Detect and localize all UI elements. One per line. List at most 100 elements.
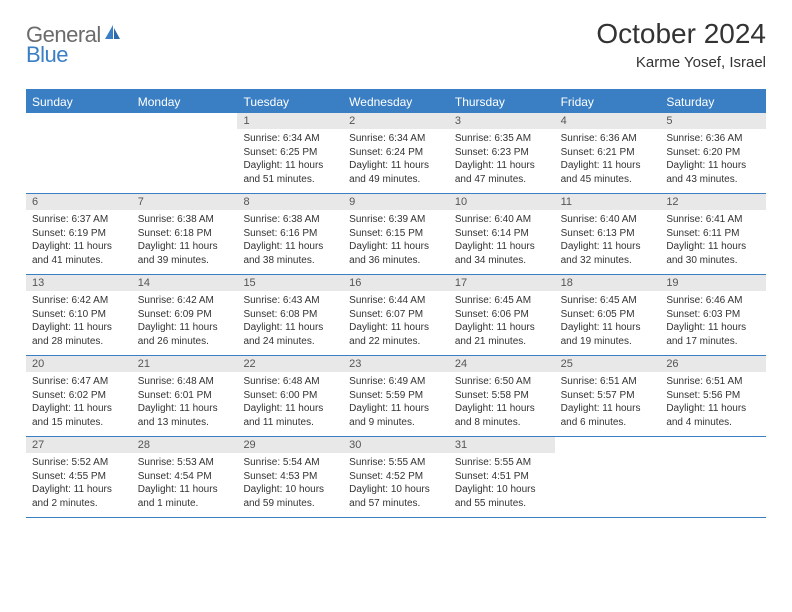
day-details: Sunrise: 6:42 AMSunset: 6:10 PMDaylight:… <box>26 291 132 354</box>
day-number: 22 <box>237 356 343 372</box>
sunset-text: Sunset: 6:18 PM <box>138 227 232 241</box>
day-number: 2 <box>343 113 449 129</box>
day-number: 18 <box>555 275 661 291</box>
sunset-text: Sunset: 6:09 PM <box>138 308 232 322</box>
empty-day-cell <box>555 437 661 517</box>
location-label: Karme Yosef, Israel <box>596 54 766 71</box>
day-number: 27 <box>26 437 132 453</box>
sunset-text: Sunset: 4:54 PM <box>138 470 232 484</box>
daylight-text: Daylight: 11 hours and 9 minutes. <box>349 402 443 429</box>
sail-icon <box>103 23 123 48</box>
sunset-text: Sunset: 6:19 PM <box>32 227 126 241</box>
day-number: 15 <box>237 275 343 291</box>
day-cell: 19Sunrise: 6:46 AMSunset: 6:03 PMDayligh… <box>660 275 766 355</box>
daylight-text: Daylight: 11 hours and 43 minutes. <box>666 159 760 186</box>
sunset-text: Sunset: 6:06 PM <box>455 308 549 322</box>
sunrise-text: Sunrise: 6:40 AM <box>561 213 655 227</box>
day-cell: 30Sunrise: 5:55 AMSunset: 4:52 PMDayligh… <box>343 437 449 517</box>
week-row: 1Sunrise: 6:34 AMSunset: 6:25 PMDaylight… <box>26 113 766 194</box>
sunrise-text: Sunrise: 6:35 AM <box>455 132 549 146</box>
day-details <box>555 453 661 462</box>
sunrise-text: Sunrise: 6:40 AM <box>455 213 549 227</box>
daylight-text: Daylight: 11 hours and 34 minutes. <box>455 240 549 267</box>
month-title: October 2024 <box>596 18 766 50</box>
sunset-text: Sunset: 5:58 PM <box>455 389 549 403</box>
sunrise-text: Sunrise: 6:43 AM <box>243 294 337 308</box>
day-cell: 31Sunrise: 5:55 AMSunset: 4:51 PMDayligh… <box>449 437 555 517</box>
sunset-text: Sunset: 6:11 PM <box>666 227 760 241</box>
sunset-text: Sunset: 6:21 PM <box>561 146 655 160</box>
day-details: Sunrise: 6:40 AMSunset: 6:14 PMDaylight:… <box>449 210 555 273</box>
page-header: General October 2024 Karme Yosef, Israel <box>26 18 766 71</box>
day-number: 21 <box>132 356 238 372</box>
day-number: 16 <box>343 275 449 291</box>
day-details <box>132 129 238 138</box>
weekday-label: Monday <box>132 91 238 113</box>
sunset-text: Sunset: 6:10 PM <box>32 308 126 322</box>
title-block: October 2024 Karme Yosef, Israel <box>596 18 766 71</box>
daylight-text: Daylight: 11 hours and 22 minutes. <box>349 321 443 348</box>
daylight-text: Daylight: 10 hours and 55 minutes. <box>455 483 549 510</box>
logo-text-blue-wrap: Blue <box>28 42 68 68</box>
sunset-text: Sunset: 4:51 PM <box>455 470 549 484</box>
day-details: Sunrise: 6:38 AMSunset: 6:18 PMDaylight:… <box>132 210 238 273</box>
day-details: Sunrise: 6:50 AMSunset: 5:58 PMDaylight:… <box>449 372 555 435</box>
daylight-text: Daylight: 11 hours and 11 minutes. <box>243 402 337 429</box>
day-details: Sunrise: 6:36 AMSunset: 6:20 PMDaylight:… <box>660 129 766 192</box>
day-cell: 26Sunrise: 6:51 AMSunset: 5:56 PMDayligh… <box>660 356 766 436</box>
day-cell: 1Sunrise: 6:34 AMSunset: 6:25 PMDaylight… <box>237 113 343 193</box>
daylight-text: Daylight: 11 hours and 45 minutes. <box>561 159 655 186</box>
day-cell: 17Sunrise: 6:45 AMSunset: 6:06 PMDayligh… <box>449 275 555 355</box>
day-details: Sunrise: 6:45 AMSunset: 6:05 PMDaylight:… <box>555 291 661 354</box>
day-details <box>660 453 766 462</box>
weekday-label: Wednesday <box>343 91 449 113</box>
day-number: 23 <box>343 356 449 372</box>
week-row: 6Sunrise: 6:37 AMSunset: 6:19 PMDaylight… <box>26 194 766 275</box>
day-number: 30 <box>343 437 449 453</box>
day-details: Sunrise: 5:55 AMSunset: 4:51 PMDaylight:… <box>449 453 555 516</box>
daylight-text: Daylight: 11 hours and 26 minutes. <box>138 321 232 348</box>
daylight-text: Daylight: 11 hours and 6 minutes. <box>561 402 655 429</box>
sunrise-text: Sunrise: 6:34 AM <box>349 132 443 146</box>
daylight-text: Daylight: 11 hours and 47 minutes. <box>455 159 549 186</box>
sunset-text: Sunset: 6:23 PM <box>455 146 549 160</box>
sunset-text: Sunset: 4:53 PM <box>243 470 337 484</box>
week-row: 20Sunrise: 6:47 AMSunset: 6:02 PMDayligh… <box>26 356 766 437</box>
sunrise-text: Sunrise: 6:38 AM <box>243 213 337 227</box>
day-number: 28 <box>132 437 238 453</box>
day-number: 31 <box>449 437 555 453</box>
sunrise-text: Sunrise: 6:38 AM <box>138 213 232 227</box>
day-cell: 28Sunrise: 5:53 AMSunset: 4:54 PMDayligh… <box>132 437 238 517</box>
daylight-text: Daylight: 10 hours and 59 minutes. <box>243 483 337 510</box>
weekday-label: Thursday <box>449 91 555 113</box>
day-cell: 25Sunrise: 6:51 AMSunset: 5:57 PMDayligh… <box>555 356 661 436</box>
day-cell: 18Sunrise: 6:45 AMSunset: 6:05 PMDayligh… <box>555 275 661 355</box>
sunset-text: Sunset: 6:02 PM <box>32 389 126 403</box>
day-number: 9 <box>343 194 449 210</box>
sunrise-text: Sunrise: 6:36 AM <box>561 132 655 146</box>
day-number: 6 <box>26 194 132 210</box>
daylight-text: Daylight: 11 hours and 4 minutes. <box>666 402 760 429</box>
day-cell: 16Sunrise: 6:44 AMSunset: 6:07 PMDayligh… <box>343 275 449 355</box>
sunset-text: Sunset: 4:55 PM <box>32 470 126 484</box>
daylight-text: Daylight: 11 hours and 36 minutes. <box>349 240 443 267</box>
sunrise-text: Sunrise: 5:52 AM <box>32 456 126 470</box>
day-cell: 4Sunrise: 6:36 AMSunset: 6:21 PMDaylight… <box>555 113 661 193</box>
day-details: Sunrise: 6:37 AMSunset: 6:19 PMDaylight:… <box>26 210 132 273</box>
day-number <box>26 113 132 129</box>
day-cell: 2Sunrise: 6:34 AMSunset: 6:24 PMDaylight… <box>343 113 449 193</box>
sunset-text: Sunset: 4:52 PM <box>349 470 443 484</box>
sunrise-text: Sunrise: 6:45 AM <box>455 294 549 308</box>
daylight-text: Daylight: 11 hours and 38 minutes. <box>243 240 337 267</box>
day-number: 19 <box>660 275 766 291</box>
daylight-text: Daylight: 11 hours and 21 minutes. <box>455 321 549 348</box>
day-details: Sunrise: 6:48 AMSunset: 6:01 PMDaylight:… <box>132 372 238 435</box>
day-details: Sunrise: 6:34 AMSunset: 6:25 PMDaylight:… <box>237 129 343 192</box>
day-number: 13 <box>26 275 132 291</box>
day-details: Sunrise: 6:36 AMSunset: 6:21 PMDaylight:… <box>555 129 661 192</box>
day-number <box>555 437 661 453</box>
daylight-text: Daylight: 11 hours and 15 minutes. <box>32 402 126 429</box>
day-number: 1 <box>237 113 343 129</box>
weekday-label: Saturday <box>660 91 766 113</box>
day-cell: 14Sunrise: 6:42 AMSunset: 6:09 PMDayligh… <box>132 275 238 355</box>
